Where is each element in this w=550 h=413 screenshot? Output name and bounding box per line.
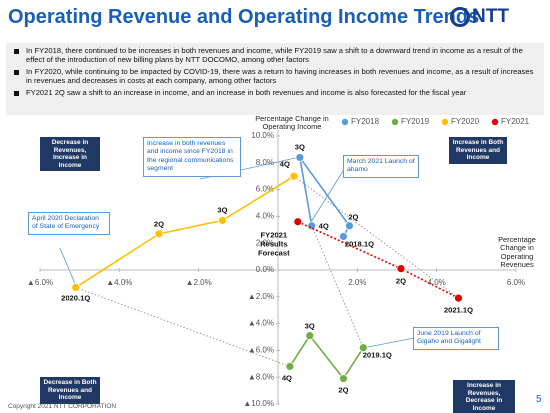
y-axis-title: Percentage Change in Operating Income (255, 114, 329, 132)
series-line (299, 156, 351, 237)
series-line (75, 175, 295, 289)
point (396, 264, 406, 274)
callout-pointer (59, 247, 77, 287)
x-tick-label: 6.0% (507, 278, 525, 287)
point-label: 2Q (338, 385, 349, 395)
copyright: Copyright 2021 NTT CORPORATION (8, 403, 117, 410)
quadrant-label: Decrease in Revenues, Increase in Income (40, 137, 100, 172)
y-tick-label: 0.0% (256, 265, 274, 274)
year-connector (311, 225, 364, 348)
year-connector (293, 175, 459, 299)
point (454, 293, 463, 303)
page-title: Operating Revenue and Operating Income T… (8, 6, 480, 28)
legend-label: FY2020 (451, 117, 480, 126)
legend-swatch (441, 118, 449, 126)
point (289, 171, 299, 181)
legend-label: FY2019 (401, 117, 430, 126)
point-label: 4Q (279, 159, 290, 169)
point-label: FY2021 Results Forecast (258, 230, 290, 258)
point (358, 343, 368, 353)
year-connector (75, 286, 291, 367)
series-line (289, 334, 364, 380)
y-tick-label: 2.0% (256, 238, 274, 247)
quadrant-label: Decrease in Both Revenues and Income (40, 377, 100, 404)
point (293, 217, 303, 227)
point (339, 374, 348, 383)
y-tick-label: 4.0% (256, 212, 274, 221)
quadrant-label: Increase in Revenues, Decrease in Income (453, 380, 515, 413)
callout-pointer (362, 337, 415, 349)
quadrant-label: Increase in Both Revenues and Income (449, 137, 507, 164)
annotation: March 2021 Launch of ahamo (343, 155, 419, 178)
x-tick-label: ▲4.0% (106, 278, 132, 287)
legend-swatch (491, 118, 499, 126)
logo: NTT (472, 6, 509, 27)
point (71, 283, 81, 292)
point-label: 4Q (281, 373, 292, 383)
bullet-box: In FY2018, there continued to be increas… (6, 43, 544, 115)
point-label: 2020.1Q (61, 293, 91, 303)
point (339, 232, 348, 241)
x-tick-label: 2.0% (348, 278, 366, 287)
x-tick-label: ▲6.0% (27, 278, 53, 287)
point-label: 2018.1Q (344, 239, 374, 248)
x-axis-title: Percentage Change in Operating Revenues (498, 235, 536, 270)
legend-swatch (391, 118, 399, 126)
y-tick-label: 10.0% (251, 131, 274, 140)
legend-label: FY2021 (501, 117, 530, 126)
point-label: 4Q (318, 221, 329, 231)
point (218, 216, 227, 225)
bullet: In FY2020, while continuing to be impact… (12, 67, 538, 86)
point-label: 2Q (153, 219, 165, 229)
point-label: 2019.1Q (362, 350, 392, 360)
y-tick-label: 8.0% (256, 158, 274, 167)
annotation: June 2019 Launch of Gigaho and Gigalight (413, 327, 499, 350)
point (305, 331, 315, 341)
annotation: April 2020 Declaration of State of Emerg… (28, 212, 110, 235)
y-tick-label: ▲4.0% (248, 319, 274, 328)
legend-swatch (341, 118, 349, 126)
y-tick-label: ▲2.0% (248, 292, 274, 301)
point-label: 3Q (304, 321, 315, 331)
point-label: 3Q (217, 205, 228, 215)
point-label: 2Q (395, 276, 407, 286)
y-tick-label: ▲6.0% (248, 346, 274, 355)
annotation: Increase in both revenues and income sin… (143, 137, 241, 177)
point-label: 2Q (348, 212, 359, 222)
point-label: 3Q (294, 142, 305, 152)
y-tick-label: ▲10.0% (243, 399, 274, 408)
point (344, 221, 354, 231)
logo-mark (450, 7, 470, 27)
y-tick-label: ▲8.0% (248, 372, 274, 381)
legend-label: FY2018 (351, 117, 380, 126)
x-tick-label: ▲2.0% (186, 278, 212, 287)
point-label: 2021.1Q (443, 305, 474, 315)
x-tick-label: 4.0% (428, 278, 446, 287)
point (285, 362, 295, 371)
point (154, 229, 164, 239)
point (295, 153, 305, 162)
bullet: In FY2018, there continued to be increas… (12, 46, 538, 65)
y-tick-label: 6.0% (256, 185, 274, 194)
page-number: 5 (536, 394, 542, 405)
bullet: FY2021 2Q saw a shift to an increase in … (12, 88, 538, 97)
